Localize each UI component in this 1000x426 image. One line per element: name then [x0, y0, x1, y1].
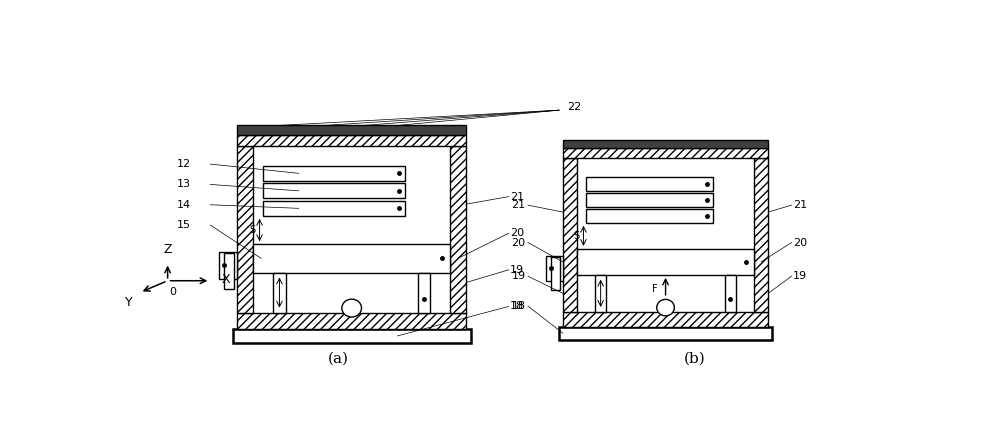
Text: 22: 22 [567, 102, 581, 112]
Text: Z: Z [163, 243, 172, 256]
Text: Y: Y [124, 296, 132, 309]
Text: S: S [250, 225, 256, 235]
Bar [563, 158, 577, 312]
Text: 18: 18 [510, 302, 524, 311]
Bar [563, 140, 768, 148]
Text: 20: 20 [512, 238, 526, 248]
Bar [586, 177, 713, 190]
Bar [595, 275, 606, 312]
Bar [237, 135, 466, 146]
Bar [253, 244, 450, 273]
Text: 20: 20 [793, 238, 807, 248]
Bar [450, 146, 466, 313]
Bar [237, 125, 466, 135]
Text: 19: 19 [510, 265, 524, 275]
Text: (b): (b) [684, 352, 706, 366]
Bar [563, 148, 768, 158]
Text: X: X [222, 273, 230, 285]
Text: 21: 21 [793, 200, 807, 210]
Ellipse shape [342, 299, 362, 317]
Bar [418, 273, 430, 313]
Text: 20: 20 [510, 228, 524, 238]
Bar [233, 329, 471, 343]
Bar [577, 249, 754, 275]
Bar [551, 256, 560, 290]
Ellipse shape [657, 299, 674, 316]
Bar [219, 252, 237, 279]
Bar [224, 253, 234, 289]
Bar [546, 256, 563, 281]
Bar [563, 312, 768, 327]
Bar [754, 158, 768, 312]
Text: 14: 14 [177, 200, 191, 210]
Bar [559, 327, 772, 340]
Text: 18: 18 [512, 301, 526, 311]
Text: F: F [652, 284, 658, 294]
Text: 13: 13 [177, 179, 191, 190]
Bar [586, 209, 713, 223]
Bar [263, 183, 405, 199]
Bar [237, 146, 253, 313]
Text: 15: 15 [177, 220, 191, 230]
Text: (a): (a) [328, 352, 349, 366]
Bar [263, 201, 405, 216]
Bar [237, 313, 466, 329]
Text: S: S [573, 231, 580, 241]
Bar [586, 193, 713, 207]
Text: 0: 0 [170, 287, 177, 296]
Text: 19: 19 [512, 271, 526, 281]
Text: 21: 21 [512, 200, 526, 210]
Text: 19: 19 [793, 271, 807, 281]
Bar [263, 166, 405, 181]
Bar [273, 273, 286, 313]
Text: 12: 12 [177, 159, 191, 169]
Bar [725, 275, 736, 312]
Text: 21: 21 [510, 192, 524, 201]
